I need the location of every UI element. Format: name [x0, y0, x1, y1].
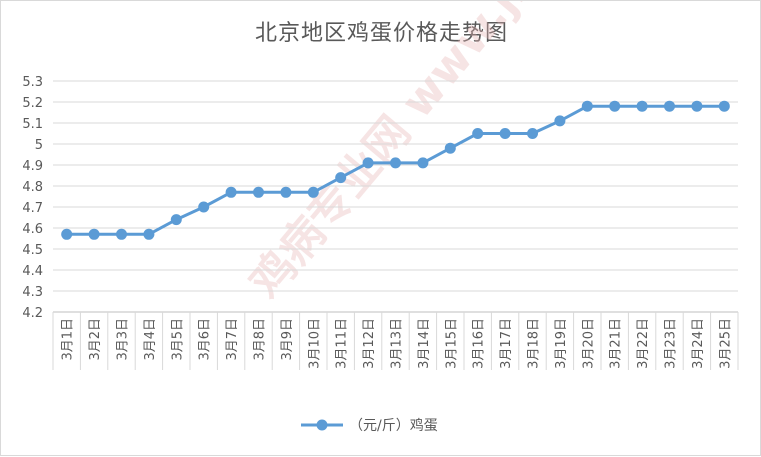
- data-point: [116, 228, 127, 240]
- x-tick-label: 3月5日: [170, 318, 185, 361]
- data-point: [362, 157, 374, 169]
- legend-label: （元/斤）鸡蛋: [349, 417, 438, 434]
- data-point: [417, 157, 429, 169]
- y-tick-label: 5.2: [22, 96, 43, 111]
- x-tick-label: 3月25日: [718, 318, 733, 369]
- watermark-text: 鸡病专业网 www.jbzyw.com: [240, 1, 683, 308]
- y-tick-label: 5.1: [22, 117, 43, 132]
- x-tick-label: 3月1日: [61, 318, 76, 361]
- y-tick-label: 5.3: [22, 75, 43, 90]
- gridlines: [52, 80, 739, 370]
- y-tick-label: 4.7: [22, 201, 43, 216]
- data-point: [718, 100, 730, 112]
- data-point: [198, 201, 210, 213]
- data-point: [581, 100, 593, 112]
- y-tick-label: 4.2: [22, 306, 43, 321]
- y-tick-label: 5: [35, 138, 43, 153]
- data-point: [444, 142, 456, 154]
- x-tick-label: 3月14日: [417, 318, 432, 369]
- data-point: [472, 128, 484, 139]
- data-point: [609, 100, 621, 112]
- x-tick-label: 3月4日: [143, 318, 158, 361]
- x-tick-label: 3月20日: [581, 318, 596, 369]
- x-tick-label: 3月18日: [527, 318, 542, 369]
- data-point: [88, 228, 100, 240]
- x-tick-label: 3月8日: [253, 318, 268, 361]
- x-tick-label: 3月23日: [664, 318, 679, 369]
- x-tick-label: 3月17日: [499, 318, 514, 369]
- y-tick-label: 4.6: [22, 222, 43, 237]
- x-axis-ticks: 3月1日 3月2日 3月3日 3月4日 3月5日 3月6日 3月7日 3月8日 3月9日 3月10…: [61, 318, 734, 369]
- x-tick-label: 3月7日: [225, 318, 240, 361]
- legend: （元/斤）鸡蛋: [301, 417, 438, 434]
- data-point: [691, 100, 703, 112]
- data-point: [527, 128, 538, 139]
- x-tick-label: 3月10日: [307, 318, 322, 369]
- x-tick-label: 3月21日: [609, 318, 624, 369]
- data-point: [636, 100, 648, 112]
- data-point: [170, 214, 182, 226]
- data-point: [253, 186, 264, 198]
- data-point: [554, 115, 566, 127]
- x-tick-label: 3月15日: [444, 318, 459, 369]
- data-point: [664, 100, 675, 112]
- x-tick-label: 3月19日: [554, 318, 569, 369]
- x-tick-label: 3月12日: [362, 318, 377, 369]
- x-tick-label: 3月2日: [88, 318, 103, 361]
- data-point: [307, 186, 319, 198]
- x-tick-label: 3月11日: [335, 318, 350, 369]
- legend-marker: [316, 419, 328, 431]
- data-point: [335, 172, 347, 184]
- x-tick-label: 3月3日: [116, 318, 131, 361]
- y-tick-label: 4.8: [22, 180, 43, 195]
- series-layer: [61, 100, 730, 240]
- x-tick-label: 3月24日: [691, 318, 706, 369]
- y-tick-label: 4.3: [22, 285, 43, 300]
- data-point: [499, 128, 511, 139]
- x-tick-label: 3月22日: [636, 318, 651, 369]
- y-tick-label: 4.4: [22, 264, 43, 279]
- data-point: [61, 228, 73, 240]
- x-tick-label: 3月9日: [280, 318, 295, 361]
- data-point: [280, 186, 292, 198]
- watermark: 鸡病专业网 www.jbzyw.com: [240, 1, 683, 308]
- data-point: [390, 157, 401, 169]
- data-point: [225, 186, 237, 198]
- x-tick-label: 3月6日: [198, 318, 213, 361]
- data-point: [143, 228, 155, 240]
- x-tick-label: 3月13日: [390, 318, 405, 369]
- y-tick-label: 4.5: [22, 243, 43, 258]
- chart-title: 北京地区鸡蛋价格走势图: [254, 21, 508, 46]
- y-axis-ticks: 4.2 4.3 4.4 4.5 4.6 4.7 4.8 4.9 5 5.1 5.2 5.3: [22, 75, 43, 321]
- x-tick-label: 3月16日: [472, 318, 487, 369]
- y-tick-label: 4.9: [22, 159, 43, 174]
